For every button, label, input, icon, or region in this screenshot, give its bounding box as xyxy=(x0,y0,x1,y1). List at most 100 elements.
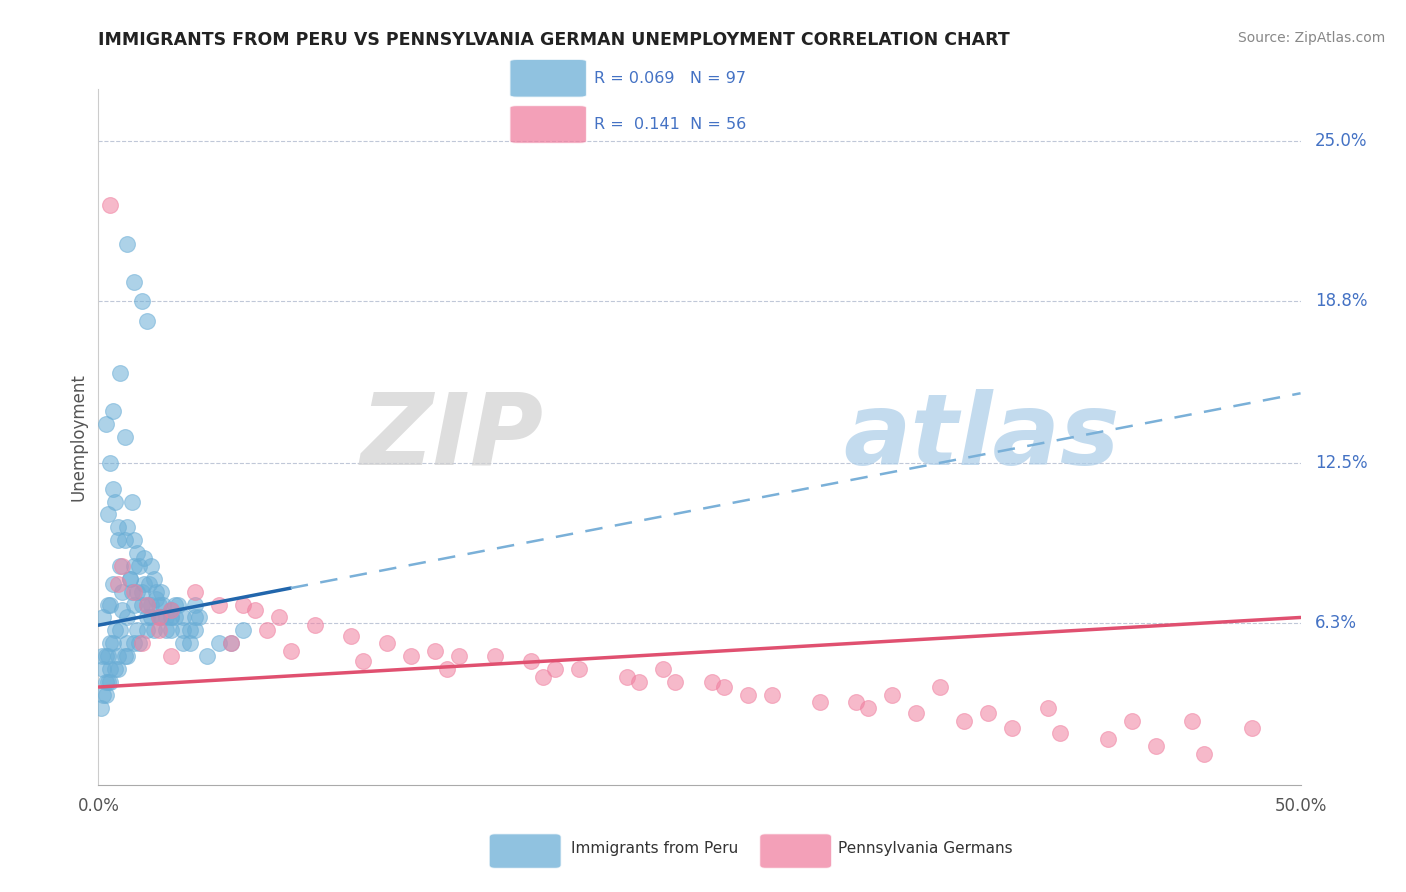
Point xyxy=(700,674,723,689)
Point xyxy=(243,603,266,617)
Point xyxy=(124,598,146,612)
Point xyxy=(90,700,112,714)
Point xyxy=(142,624,165,638)
Point xyxy=(124,533,146,548)
Text: Immigrants from Peru: Immigrants from Peru xyxy=(571,841,738,856)
Point xyxy=(108,366,131,380)
Point xyxy=(138,577,160,591)
Point xyxy=(141,598,163,612)
Point xyxy=(124,636,146,650)
Point xyxy=(183,610,205,624)
Text: 18.8%: 18.8% xyxy=(1315,292,1368,310)
Point xyxy=(219,636,242,650)
Point xyxy=(568,662,591,676)
Point xyxy=(928,680,950,694)
Point xyxy=(159,603,181,617)
Point xyxy=(124,276,146,290)
Point xyxy=(304,618,326,632)
Point xyxy=(256,624,278,638)
Text: 12.5%: 12.5% xyxy=(1315,454,1368,472)
Point xyxy=(399,649,422,664)
Point xyxy=(1144,739,1167,754)
Point xyxy=(652,662,675,676)
Point xyxy=(142,572,165,586)
Point xyxy=(188,610,211,624)
Point xyxy=(761,688,783,702)
Point xyxy=(131,293,153,308)
Point xyxy=(107,649,129,664)
Point xyxy=(352,654,374,668)
Point xyxy=(1194,747,1216,761)
Point xyxy=(423,644,446,658)
Point xyxy=(880,688,903,702)
Point xyxy=(165,598,187,612)
Point xyxy=(267,610,290,624)
Point xyxy=(114,533,136,548)
Text: ZIP: ZIP xyxy=(360,389,543,485)
Point xyxy=(91,610,114,624)
Point xyxy=(148,624,170,638)
Point xyxy=(135,610,157,624)
Text: atlas: atlas xyxy=(844,389,1121,485)
Point xyxy=(152,598,174,612)
Point xyxy=(159,603,181,617)
Point xyxy=(111,558,134,573)
Point xyxy=(117,636,139,650)
Point xyxy=(628,674,651,689)
Point xyxy=(155,624,177,638)
Point xyxy=(159,649,181,664)
Point xyxy=(148,610,170,624)
Point xyxy=(208,636,231,650)
Point xyxy=(520,654,543,668)
Point xyxy=(121,494,143,508)
Point xyxy=(1121,714,1143,728)
Point xyxy=(195,649,218,664)
Point xyxy=(165,610,187,624)
Point xyxy=(107,533,129,548)
Point xyxy=(94,688,117,702)
Point xyxy=(148,610,170,624)
Point xyxy=(101,577,124,591)
Point xyxy=(155,610,177,624)
Point xyxy=(114,430,136,444)
Text: IMMIGRANTS FROM PERU VS PENNSYLVANIA GERMAN UNEMPLOYMENT CORRELATION CHART: IMMIGRANTS FROM PERU VS PENNSYLVANIA GER… xyxy=(98,31,1010,49)
Point xyxy=(1001,721,1024,735)
Point xyxy=(904,706,927,720)
Point xyxy=(125,584,148,599)
Point xyxy=(172,636,194,650)
Text: 25.0%: 25.0% xyxy=(1315,132,1368,150)
Point xyxy=(125,624,148,638)
Point xyxy=(131,598,153,612)
Point xyxy=(117,236,139,251)
Point xyxy=(101,636,124,650)
Point xyxy=(100,662,122,676)
FancyBboxPatch shape xyxy=(759,834,832,869)
Point xyxy=(118,572,141,586)
Point xyxy=(104,624,127,638)
Point xyxy=(117,520,139,534)
Point xyxy=(484,649,506,664)
Point xyxy=(128,636,150,650)
Point xyxy=(131,636,153,650)
Point xyxy=(131,584,153,599)
Point xyxy=(1241,721,1264,735)
Point xyxy=(117,649,139,664)
Point xyxy=(101,482,124,496)
FancyBboxPatch shape xyxy=(489,834,561,869)
Point xyxy=(616,670,638,684)
Point xyxy=(179,624,201,638)
Point xyxy=(104,494,127,508)
Text: 6.3%: 6.3% xyxy=(1315,614,1357,632)
Point xyxy=(132,577,155,591)
Point xyxy=(375,636,398,650)
Point xyxy=(436,662,458,676)
Point xyxy=(737,688,759,702)
Point xyxy=(100,674,122,689)
Point xyxy=(544,662,567,676)
Point xyxy=(145,592,167,607)
Point xyxy=(121,584,143,599)
Point xyxy=(172,624,194,638)
Point xyxy=(132,551,155,566)
Point xyxy=(447,649,470,664)
Point xyxy=(179,636,201,650)
